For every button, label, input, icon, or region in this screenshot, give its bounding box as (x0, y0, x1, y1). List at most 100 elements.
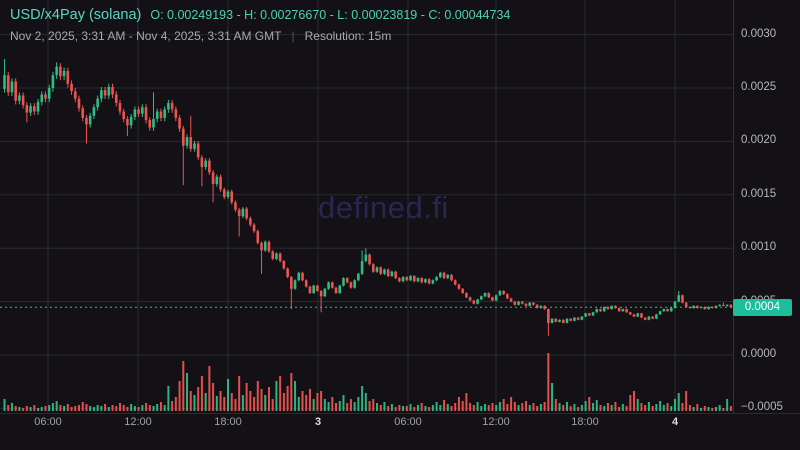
volume-bar (387, 406, 390, 411)
volume-bar (558, 403, 561, 411)
candle-body (304, 280, 308, 287)
volume-bar (85, 404, 88, 411)
candle-body (178, 117, 181, 129)
candle-body (193, 143, 196, 149)
volume-bar (323, 399, 326, 411)
candle-body (606, 306, 610, 310)
candle-body (513, 301, 517, 305)
candle-body (159, 111, 163, 118)
volume-bar (457, 397, 460, 411)
candle-body (230, 191, 234, 203)
candle-body (312, 285, 315, 294)
candle-body (390, 271, 394, 276)
price-tick-label: 0.0020 (741, 134, 777, 147)
candle-body (308, 286, 312, 294)
volume-bar (331, 397, 334, 411)
volume-bar (107, 407, 110, 411)
volume-bar (577, 407, 580, 411)
volume-bar (562, 405, 565, 411)
candle-body (725, 304, 729, 306)
volume-bar (215, 396, 218, 411)
candle-body (111, 86, 114, 95)
candle-body (584, 313, 587, 317)
candle-body (543, 305, 546, 310)
candle-body (506, 294, 509, 299)
volume-bar (167, 386, 170, 411)
current-price-badge: 0.0004 (733, 298, 792, 316)
candle-body (267, 241, 271, 252)
volume-bar (182, 361, 185, 411)
candle-body (398, 278, 401, 282)
volume-bar (409, 404, 412, 411)
candle-body (636, 313, 640, 317)
volume-bar (625, 406, 628, 411)
candle-body (595, 309, 599, 313)
candle-body (632, 314, 636, 317)
volume-bar (78, 405, 80, 411)
volume-bar (480, 406, 483, 411)
candle-body (6, 75, 10, 93)
date-range-label: Nov 2, 2025, 3:31 AM - Nov 4, 2025, 3:31… (10, 29, 282, 43)
volume-bar (230, 393, 233, 411)
candle-body (502, 290, 505, 295)
candle-body (167, 102, 170, 110)
volume-bar (357, 397, 360, 411)
volume-bar (655, 404, 658, 411)
candle-body (331, 282, 334, 288)
volume-bar (66, 404, 69, 411)
volume-bar (454, 403, 457, 411)
candle-body (170, 102, 174, 110)
candle-body (565, 318, 569, 323)
volume-bar (74, 406, 77, 411)
volume-bar (204, 393, 207, 411)
candle-body (148, 120, 152, 128)
time-tick-label: 4 (671, 416, 679, 428)
volume-bar (338, 401, 341, 411)
volume-bar (718, 405, 721, 411)
volume-bar (640, 403, 643, 411)
volume-bar (18, 407, 21, 411)
candle-body (70, 83, 73, 92)
volume-bar (361, 386, 364, 411)
candle-body (353, 280, 356, 288)
candle-body (73, 91, 77, 99)
candle-body (457, 284, 461, 289)
volume-bar (435, 402, 438, 411)
candle-body (47, 88, 51, 99)
volume-bar (688, 405, 691, 411)
volume-bar (241, 395, 244, 411)
candle-body (222, 189, 226, 197)
volume-bar (528, 405, 531, 411)
resolution-label[interactable]: Resolution: 15m (304, 29, 392, 43)
volume-bar (297, 397, 300, 411)
candle-body (647, 316, 651, 320)
candle-body (509, 298, 513, 302)
volume-bar (420, 403, 423, 411)
candle-body (621, 309, 625, 312)
time-tick-label: 06:00 (394, 416, 422, 428)
candle-body (524, 303, 528, 306)
candle-body (323, 288, 327, 297)
volume-bar (320, 391, 323, 411)
volume-bar (133, 406, 136, 411)
candle-body (673, 301, 677, 309)
candle-body (62, 70, 66, 77)
candle-body (491, 297, 494, 301)
volume-bar (726, 399, 729, 411)
volume-bar (636, 399, 639, 411)
volume-bar (580, 405, 583, 411)
volume-bar (543, 402, 546, 411)
candle-body (107, 86, 111, 96)
candle-body (453, 280, 457, 285)
volume-bar (63, 406, 66, 411)
volume-bar (662, 405, 665, 411)
candle-body (282, 261, 286, 269)
volume-bar (487, 405, 490, 411)
pair-title: USD/x4Pay (solana) (10, 7, 142, 23)
candle-body (580, 316, 584, 320)
candle-body (625, 309, 628, 313)
volume-bar (536, 406, 539, 411)
candle-body (357, 273, 360, 281)
